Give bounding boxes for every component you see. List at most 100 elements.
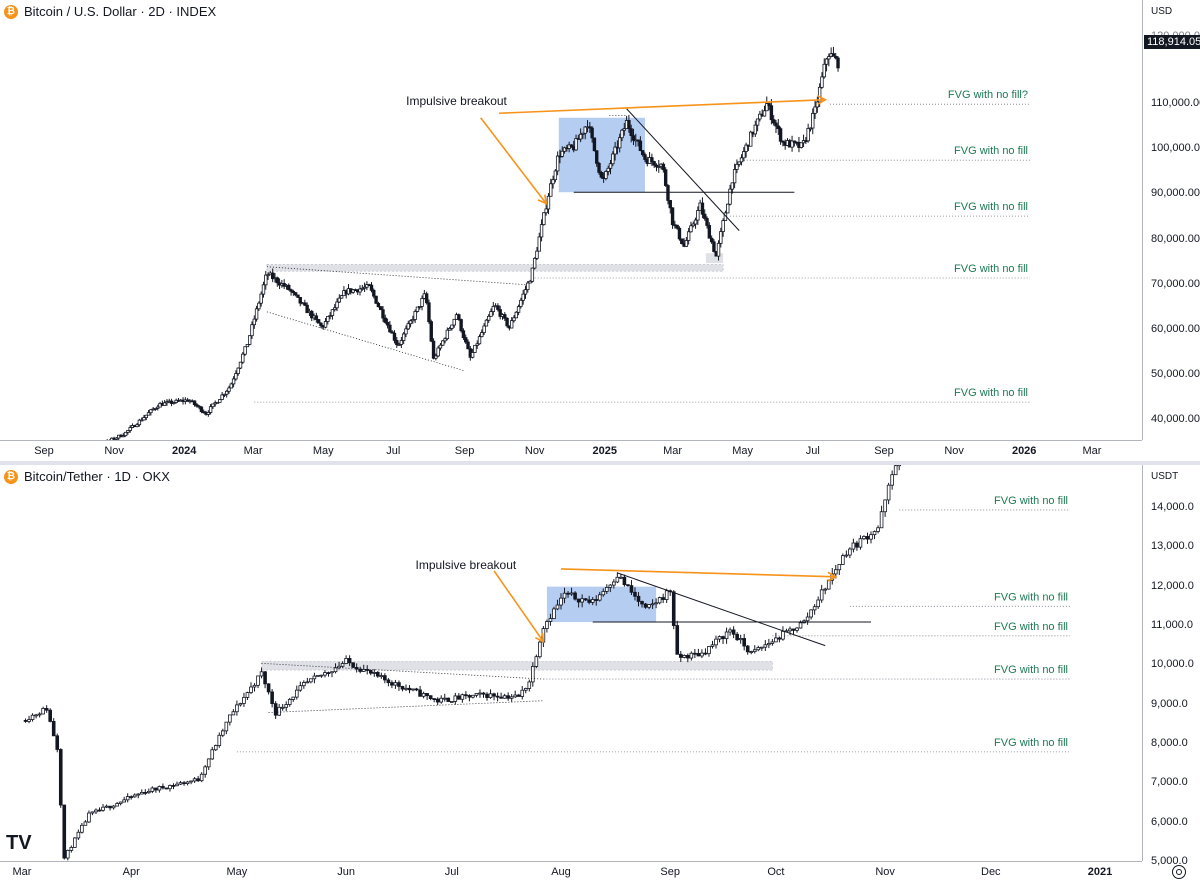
candle-up <box>142 417 146 421</box>
last-price-tag: 118,914.05 <box>1144 35 1200 49</box>
tradingview-logo[interactable]: TV <box>6 832 32 854</box>
candle-up <box>69 846 74 851</box>
candle-up <box>581 132 585 135</box>
candle-up <box>153 407 158 410</box>
candle-up <box>812 606 817 611</box>
candle-up <box>337 297 342 303</box>
pane-separator[interactable] <box>0 461 1200 465</box>
candle-up <box>361 669 366 672</box>
candle-up <box>724 631 729 640</box>
x-tick-label: Dec <box>981 866 1001 878</box>
x-tick-label: Mar <box>1082 445 1102 457</box>
candle-down <box>622 576 627 586</box>
annotation-text: Impulsive breakout <box>416 558 517 572</box>
candle-down <box>791 628 796 631</box>
breakout-retest-zone <box>261 661 773 671</box>
candle-up <box>615 576 620 583</box>
candle-up <box>862 536 866 540</box>
candle-up <box>80 824 84 833</box>
candle-down <box>769 105 774 121</box>
currency-label[interactable]: USD <box>1151 6 1173 17</box>
candle-up <box>512 317 516 322</box>
x-tick-label: 2026 <box>1011 445 1037 457</box>
candle-down <box>51 721 56 737</box>
candle-up <box>261 284 266 295</box>
candle-down <box>663 169 668 186</box>
top-time-axis[interactable]: Sep Nov 2024 Mar May Jul Sep Nov 2025 Mar May Jul Se… <box>0 440 1142 461</box>
candle-down <box>778 128 783 142</box>
candle-up <box>27 719 31 722</box>
candle-up <box>620 129 624 139</box>
candle-down <box>291 290 296 294</box>
candle-down <box>287 284 291 291</box>
candle-down <box>777 637 782 640</box>
candle-down <box>390 331 394 334</box>
candle-up <box>37 713 42 716</box>
candle-down <box>696 653 701 657</box>
candle-up <box>732 169 737 184</box>
candle-up <box>266 274 270 277</box>
currency-label[interactable]: USDT <box>1151 471 1179 482</box>
candle-up <box>136 793 141 796</box>
candle-up <box>612 581 616 586</box>
candle-down <box>303 302 307 306</box>
candle-down <box>369 284 374 291</box>
y-tick-label: 40,000.00 <box>1151 413 1200 426</box>
candle-up <box>309 678 313 683</box>
candle-down <box>457 695 461 700</box>
candle-up <box>238 361 243 369</box>
candle-down <box>503 314 507 319</box>
candle-up <box>249 686 253 694</box>
candle-down <box>661 163 666 171</box>
candle-up <box>578 133 583 140</box>
candle-down <box>573 592 577 600</box>
bottom-time-axis[interactable]: Mar Apr May Jun Jul Aug Sep Oct Nov Dec 2021 <box>0 861 1142 882</box>
candle-down <box>427 302 431 323</box>
candle-down <box>376 671 380 677</box>
top-chart-plot[interactable]: FVG with no fill? FVG with no fill FVG wit… <box>0 0 1142 440</box>
bottom-chart-plot[interactable]: FVG with no fill FVG with no fill FVG with… <box>0 465 1142 861</box>
x-tick-label: Jul <box>444 866 459 878</box>
candle-up <box>601 590 606 596</box>
x-tick-label: Mar <box>12 866 32 878</box>
candle-down <box>383 317 387 323</box>
x-tick-label: Nov <box>524 445 545 457</box>
candle-up <box>401 333 406 341</box>
candle-up <box>549 183 553 197</box>
candle-up <box>544 208 548 214</box>
candle-up <box>441 340 445 346</box>
settings-icon[interactable] <box>1172 865 1186 879</box>
candle-up <box>716 242 721 257</box>
top-price-axis[interactable]: USD 120,000.00 118,914.05 110,000.00100,… <box>1142 0 1200 440</box>
candle-up <box>259 293 263 304</box>
fvg-label: FVG with no fill <box>994 495 1068 507</box>
bottom-price-axis[interactable]: USDT 14,000.0 13,000.0 12,000.0 11,000.0 10,… <box>1142 465 1200 867</box>
candle-down <box>467 695 472 698</box>
candle-up <box>851 542 856 550</box>
y-tick-label: 6,000.0 <box>1151 815 1188 828</box>
candle-down <box>298 296 302 304</box>
candle-up <box>284 704 289 708</box>
wedge-upper-line <box>266 266 527 286</box>
candle-up <box>65 849 70 859</box>
candle-down <box>275 277 279 284</box>
candle-down <box>351 662 355 668</box>
candle-up <box>227 387 231 392</box>
arrow-head <box>537 194 548 205</box>
candle-up <box>848 548 852 556</box>
top-chart-panel[interactable]: FVG with no fill? FVG with no fill FVG wit… <box>0 0 1200 461</box>
x-tick-label: Aug <box>551 866 571 878</box>
candle-down <box>374 295 378 304</box>
candle-up <box>172 402 176 404</box>
candle-up <box>121 435 125 438</box>
bottom-chart-panel[interactable]: FVG with no fill FVG with no fill FVG with… <box>0 465 1200 882</box>
candle-up <box>560 150 564 157</box>
candle-up <box>749 651 754 653</box>
candle-down <box>397 682 401 687</box>
candle-up <box>252 318 256 326</box>
candle-down <box>376 302 381 308</box>
candle-down <box>505 317 509 327</box>
candle-up <box>484 319 489 327</box>
candle-up <box>470 352 475 358</box>
candle-up <box>833 569 838 575</box>
